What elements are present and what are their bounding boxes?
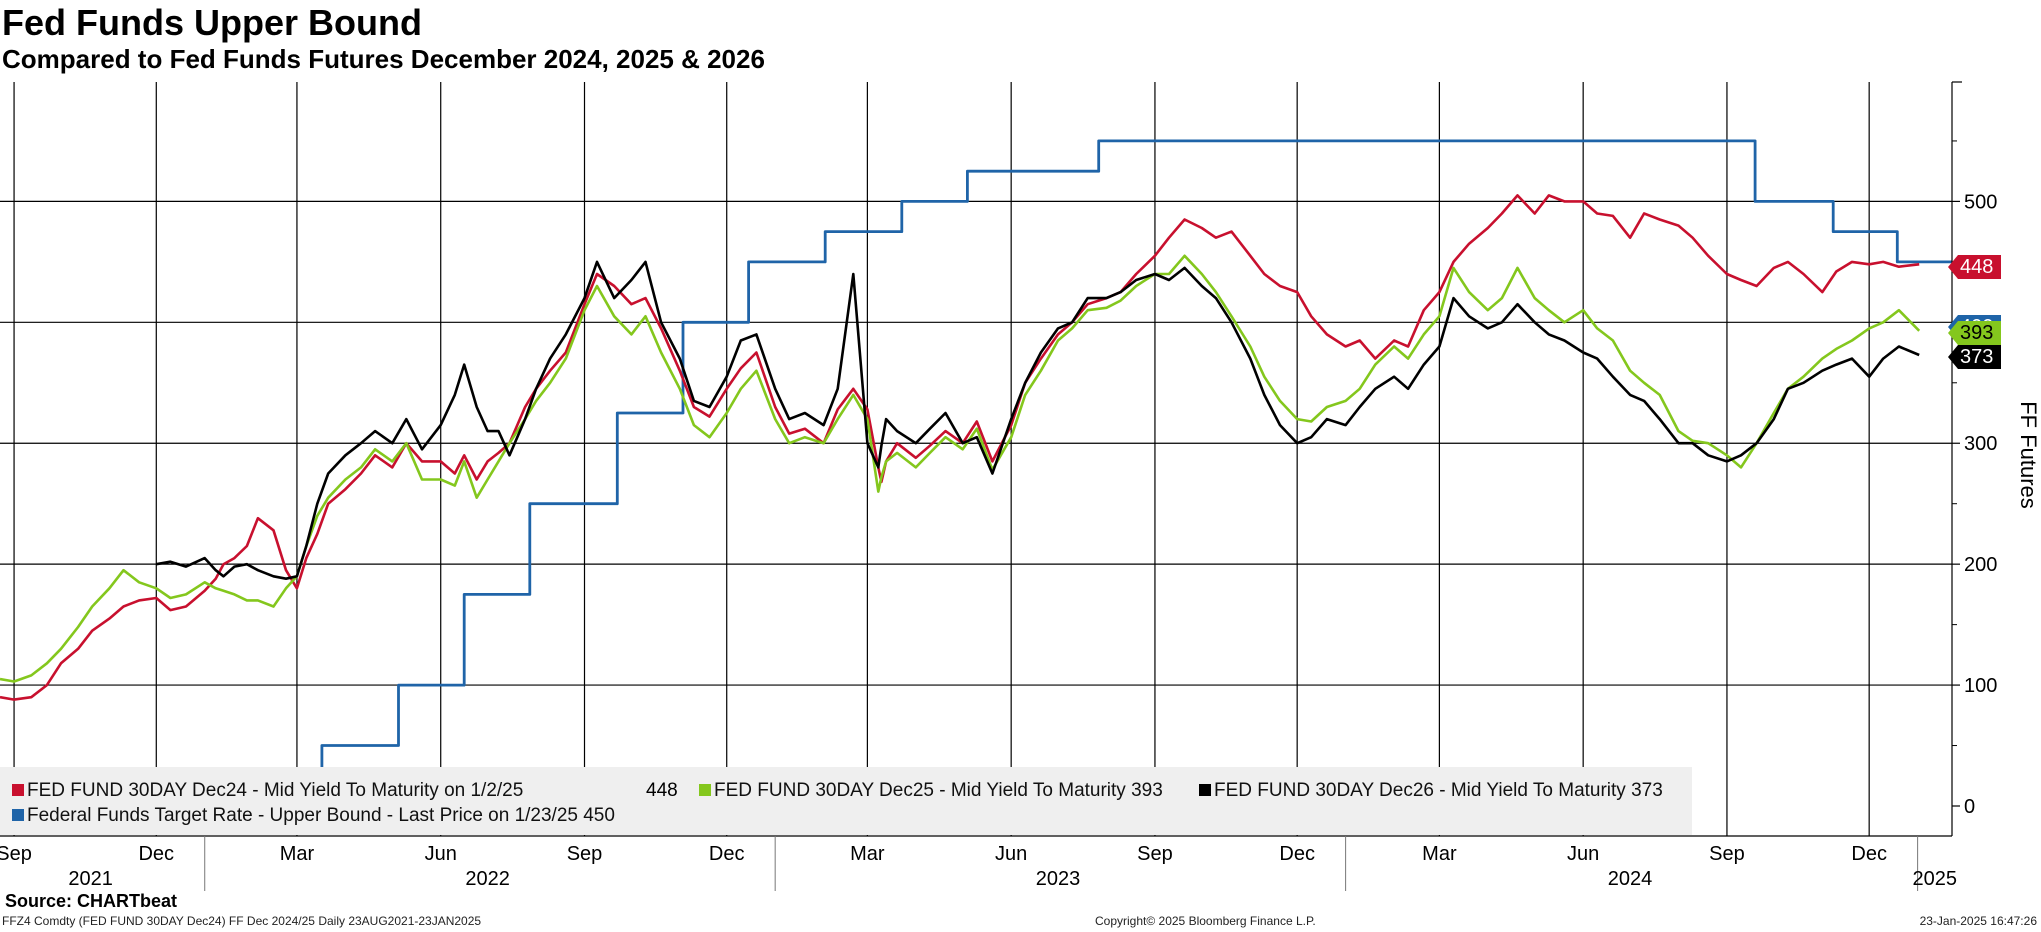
x-tick-label: Jun <box>1567 843 1599 865</box>
x-tick-label: Mar <box>280 843 315 865</box>
x-tick-label: Mar <box>850 843 885 865</box>
legend-item-dec24: FED FUND 30DAY Dec24 - Mid Yield To Matu… <box>12 780 523 802</box>
legend-label-dec24: FED FUND 30DAY Dec24 - Mid Yield To Matu… <box>27 780 524 801</box>
legend-swatch-upper-bound <box>12 809 24 821</box>
series-line-2 <box>156 260 1920 581</box>
value-tag-dec26: 373 <box>1948 345 2002 369</box>
x-tick-label: Mar <box>1422 843 1457 865</box>
y-tick-label: 500 <box>1964 191 1997 213</box>
value-tag-dec24: 448 <box>1948 255 2002 279</box>
x-year-label: 2025 <box>1913 868 1958 890</box>
legend-item-dec26: FED FUND 30DAY Dec26 - Mid Yield To Matu… <box>1199 780 1663 802</box>
x-year-label: 2024 <box>1608 868 1653 890</box>
x-tick-label: Sep <box>1709 843 1745 865</box>
legend-label-upper-bound: Federal Funds Target Rate - Upper Bound … <box>27 805 615 826</box>
footer-copyright: Copyright© 2025 Bloomberg Finance L.P. <box>1095 914 1316 928</box>
x-year-label: 2023 <box>1036 868 1081 890</box>
y-tick-label: 300 <box>1964 433 1997 455</box>
series-line-3 <box>0 139 1952 778</box>
x-tick-label: Dec <box>1279 843 1315 865</box>
x-tick-label: Sep <box>0 843 32 865</box>
legend-value-dec24: 448 <box>646 780 678 801</box>
x-tick-label: Jun <box>425 843 457 865</box>
chart-subtitle: Compared to Fed Funds Futures December 2… <box>2 44 765 74</box>
footer-ticker-info: FFZ4 Comdty (FED FUND 30DAY Dec24) FF De… <box>2 914 482 928</box>
legend-item-dec25: FED FUND 30DAY Dec25 - Mid Yield To Matu… <box>699 780 1163 802</box>
x-tick-label: Dec <box>709 843 745 865</box>
legend-swatch-dec24 <box>12 784 24 796</box>
x-tick-label: Sep <box>567 843 603 865</box>
series-line-0 <box>0 194 1920 701</box>
axes: Sep Dec Mar Jun Sep Dec Mar Jun Sep Dec Mar Jun Sep D… <box>0 81 1997 891</box>
x-year-label: 2021 <box>68 868 113 890</box>
series-line-1 <box>0 254 1921 683</box>
legend: FED FUND 30DAY Dec24 - Mid Yield To Matu… <box>0 767 1692 835</box>
y-tick-label: 100 <box>1964 675 1997 697</box>
x-year-label: 2022 <box>465 868 510 890</box>
x-tick-label: Dec <box>138 843 174 865</box>
legend-label-dec26: FED FUND 30DAY Dec26 - Mid Yield To Matu… <box>1214 780 1663 801</box>
chart-title: Fed Funds Upper Bound <box>2 2 422 43</box>
x-tick-label: Sep <box>1137 843 1173 865</box>
gridlines <box>0 82 1952 836</box>
value-tag-dec25: 393 <box>1948 321 2002 345</box>
y-axis-title: FF Futures <box>2008 395 2041 515</box>
footer-timestamp: 23-Jan-2025 16:47:26 <box>1919 914 2037 928</box>
x-tick-label: Dec <box>1851 843 1887 865</box>
y-tick-label: 200 <box>1964 554 1997 576</box>
x-tick-label: Jun <box>995 843 1027 865</box>
y-axis-title-text: FF Futures <box>2016 401 2041 509</box>
source-note: Source: CHARTbeat <box>5 891 178 911</box>
y-tick-label: 0 <box>1964 796 1975 818</box>
series-lines <box>0 139 1952 778</box>
legend-item-upper-bound: Federal Funds Target Rate - Upper Bound … <box>12 805 615 827</box>
legend-swatch-dec26 <box>1199 784 1211 796</box>
legend-swatch-dec25 <box>699 784 711 796</box>
legend-label-dec25: FED FUND 30DAY Dec25 - Mid Yield To Matu… <box>714 780 1163 801</box>
